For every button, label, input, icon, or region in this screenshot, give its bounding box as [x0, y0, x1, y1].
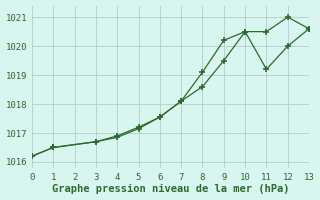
X-axis label: Graphe pression niveau de la mer (hPa): Graphe pression niveau de la mer (hPa) [52, 184, 289, 194]
